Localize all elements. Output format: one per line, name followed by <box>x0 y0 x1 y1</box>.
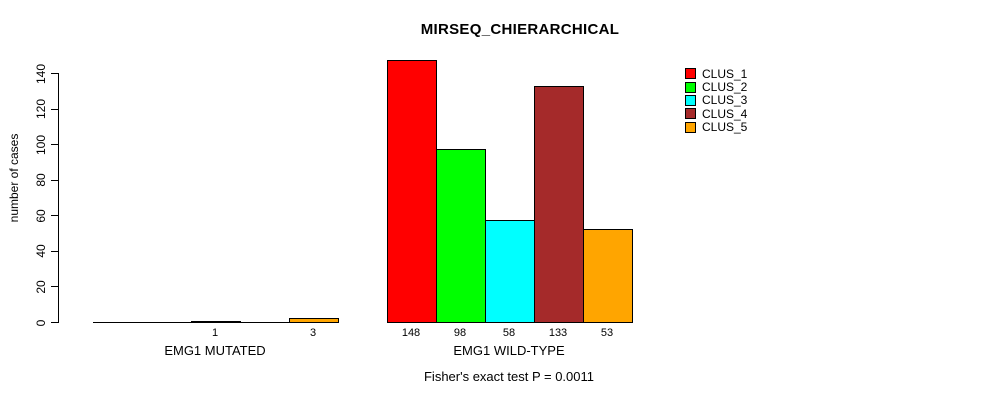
legend-swatch-icon <box>685 121 696 133</box>
legend-item-clus_5: CLUS_5 <box>685 121 747 134</box>
group-label-1: EMG1 MUTATED <box>164 343 266 358</box>
bar-value-label: 1 <box>211 327 219 339</box>
legend-label: CLUS_5 <box>702 120 748 135</box>
y-tick-mark <box>51 144 58 146</box>
legend-item-clus_4: CLUS_4 <box>685 107 747 120</box>
legend-item-clus_3: CLUS_3 <box>685 94 747 107</box>
y-tick-mark <box>51 322 58 323</box>
y-tick-mark <box>51 179 58 181</box>
bar-clus_2-group2 <box>435 149 486 323</box>
bar-value-label: 148 <box>401 327 421 339</box>
bar-clus_4-group2 <box>533 86 584 323</box>
legend-swatch-icon <box>685 108 696 120</box>
y-axis-line <box>58 73 59 323</box>
y-tick-mark <box>51 250 58 252</box>
y-tick-mark <box>51 215 58 217</box>
y-tick-label: 140 <box>34 63 48 84</box>
y-tick-label: 20 <box>34 280 48 294</box>
group-label-2: EMG1 WILD-TYPE <box>453 343 565 358</box>
legend-label: CLUS_2 <box>702 80 748 95</box>
y-tick-label: 0 <box>34 319 48 326</box>
y-tick-mark <box>51 108 58 110</box>
y-tick-mark <box>51 286 58 288</box>
y-tick-label: 60 <box>34 209 48 223</box>
legend: CLUS_1 CLUS_2 CLUS_3 CLUS_4 CLUS_5 <box>685 67 747 134</box>
legend-item-clus_1: CLUS_1 <box>685 67 747 80</box>
bar-clus_5-group2 <box>582 229 633 323</box>
chart-title: MIRSEQ_CHIERARCHICAL <box>420 21 620 38</box>
legend-swatch-icon <box>685 68 696 80</box>
bar-value-label: 133 <box>548 327 568 339</box>
legend-label: CLUS_4 <box>702 106 748 121</box>
bar-clus_3-group2 <box>484 220 535 323</box>
bar-value-label: 3 <box>309 327 317 339</box>
y-tick-label: 40 <box>34 244 48 259</box>
bar-value-label: 53 <box>600 327 614 339</box>
legend-label: CLUS_3 <box>702 93 748 108</box>
bar-value-label: 98 <box>453 327 467 339</box>
y-tick-mark <box>51 73 58 74</box>
y-tick-label: 100 <box>34 134 48 155</box>
y-tick-label: 80 <box>34 173 48 187</box>
fisher-test-annotation: Fisher's exact test P = 0.0011 <box>423 369 595 384</box>
legend-swatch-icon <box>685 81 696 93</box>
bar-clus_3-group1 <box>190 321 241 323</box>
y-tick-label: 120 <box>34 99 48 120</box>
legend-swatch-icon <box>685 94 696 106</box>
legend-item-clus_2: CLUS_2 <box>685 80 747 93</box>
bar-value-label: 58 <box>502 327 516 339</box>
legend-label: CLUS_1 <box>702 66 748 81</box>
bar-clus_1-group2 <box>386 60 437 323</box>
bar-clus_5-group1 <box>288 318 339 323</box>
